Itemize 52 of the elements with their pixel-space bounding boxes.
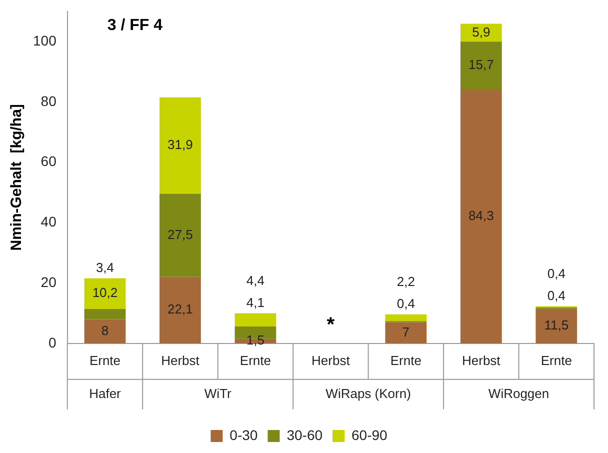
- text: WiTr: [204, 386, 232, 401]
- text: WiRaps (Korn): [326, 386, 411, 401]
- x-tick-label: Ernte: [540, 352, 572, 368]
- bar: [234, 313, 276, 326]
- x-tick-label: Herbst: [161, 352, 200, 368]
- y-tick-label: 40: [40, 214, 57, 230]
- x-tick-label: Ernte: [390, 352, 422, 368]
- x-tick-label: Ernte: [240, 352, 271, 368]
- legend-label: 30-60: [286, 426, 323, 443]
- x-tick-label: Herbst: [462, 352, 501, 368]
- data-label: 7: [402, 324, 410, 340]
- chart-title: 3 / FF 4: [107, 16, 163, 34]
- y-tick-label: 0: [48, 334, 57, 350]
- data-label: 15,7: [468, 56, 494, 72]
- y-tick-label: 20: [40, 274, 57, 290]
- data-label: 11,5: [544, 318, 569, 333]
- legend-label: 0-30: [230, 426, 258, 443]
- data-label: 4,1: [246, 294, 264, 310]
- y-tick-label: 80: [40, 92, 57, 109]
- bar: [460, 42, 502, 89]
- data-label: 27,5: [168, 226, 193, 242]
- data-label: 31,9: [168, 137, 193, 152]
- y-axis-title: Nmin-Gehalt [kg/ha]: [8, 104, 26, 251]
- legend-label: 60-90: [352, 426, 388, 443]
- data-label: 0,4: [547, 266, 566, 281]
- data-label: 8: [101, 322, 109, 338]
- data-label: 10,2: [92, 285, 118, 300]
- annotation: *: [326, 314, 335, 336]
- data-label: 0,4: [547, 288, 566, 303]
- x-tick-label: Ernte: [89, 352, 121, 368]
- x-tick-label: Herbst: [312, 352, 350, 368]
- bar: [84, 278, 126, 309]
- data-label: 0,4: [396, 296, 415, 312]
- data-label: 84,3: [468, 208, 494, 223]
- data-label: 22,1: [168, 302, 193, 317]
- y-tick-label: 60: [40, 153, 57, 170]
- text: Hafer: [89, 386, 122, 401]
- bar: [160, 276, 201, 344]
- bar: [84, 319, 126, 344]
- data-label: 5,9: [472, 24, 490, 40]
- data-label: 2,2: [396, 274, 415, 290]
- bar: [385, 314, 427, 322]
- bar: [84, 308, 126, 320]
- bar: [160, 97, 201, 194]
- bar: [536, 308, 578, 344]
- y-tick-label: 100: [33, 32, 57, 48]
- bar: [160, 194, 201, 277]
- data-label: 3,4: [96, 260, 114, 275]
- data-label: 4,4: [246, 272, 264, 288]
- bar: [385, 322, 427, 344]
- bar: [460, 88, 502, 344]
- text: WiRoggen: [488, 386, 550, 401]
